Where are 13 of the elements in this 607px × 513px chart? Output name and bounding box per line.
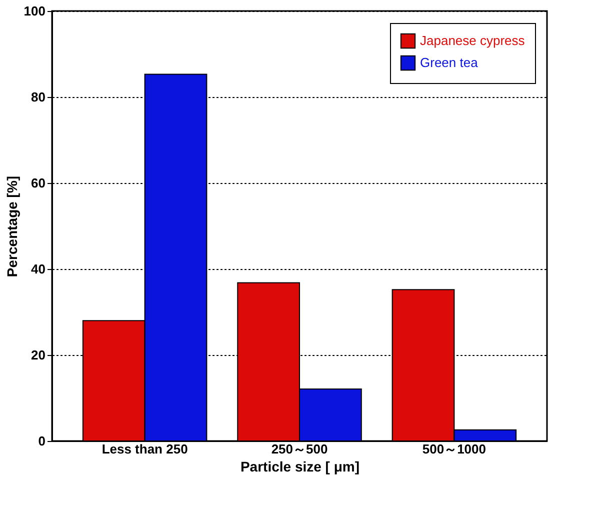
- y-tick-label: 20: [31, 348, 46, 362]
- legend-label: Japanese cypress: [420, 33, 526, 48]
- y-tick-label: 40: [31, 262, 46, 276]
- y-tick-label: 80: [31, 90, 46, 104]
- x-axis-title: Particle size [ μm]: [240, 458, 360, 474]
- x-tick-label: Less than 250: [102, 442, 188, 456]
- y-tick-label: 0: [38, 434, 46, 448]
- y-tick-label: 100: [24, 4, 46, 18]
- y-tick-label: 60: [31, 176, 46, 190]
- y-axis-title: Percentage [%]: [4, 176, 20, 278]
- legend-label: Green tea: [420, 55, 479, 70]
- x-tick-label: 500～1000: [422, 442, 486, 456]
- x-tick-label: 250～500: [271, 442, 328, 456]
